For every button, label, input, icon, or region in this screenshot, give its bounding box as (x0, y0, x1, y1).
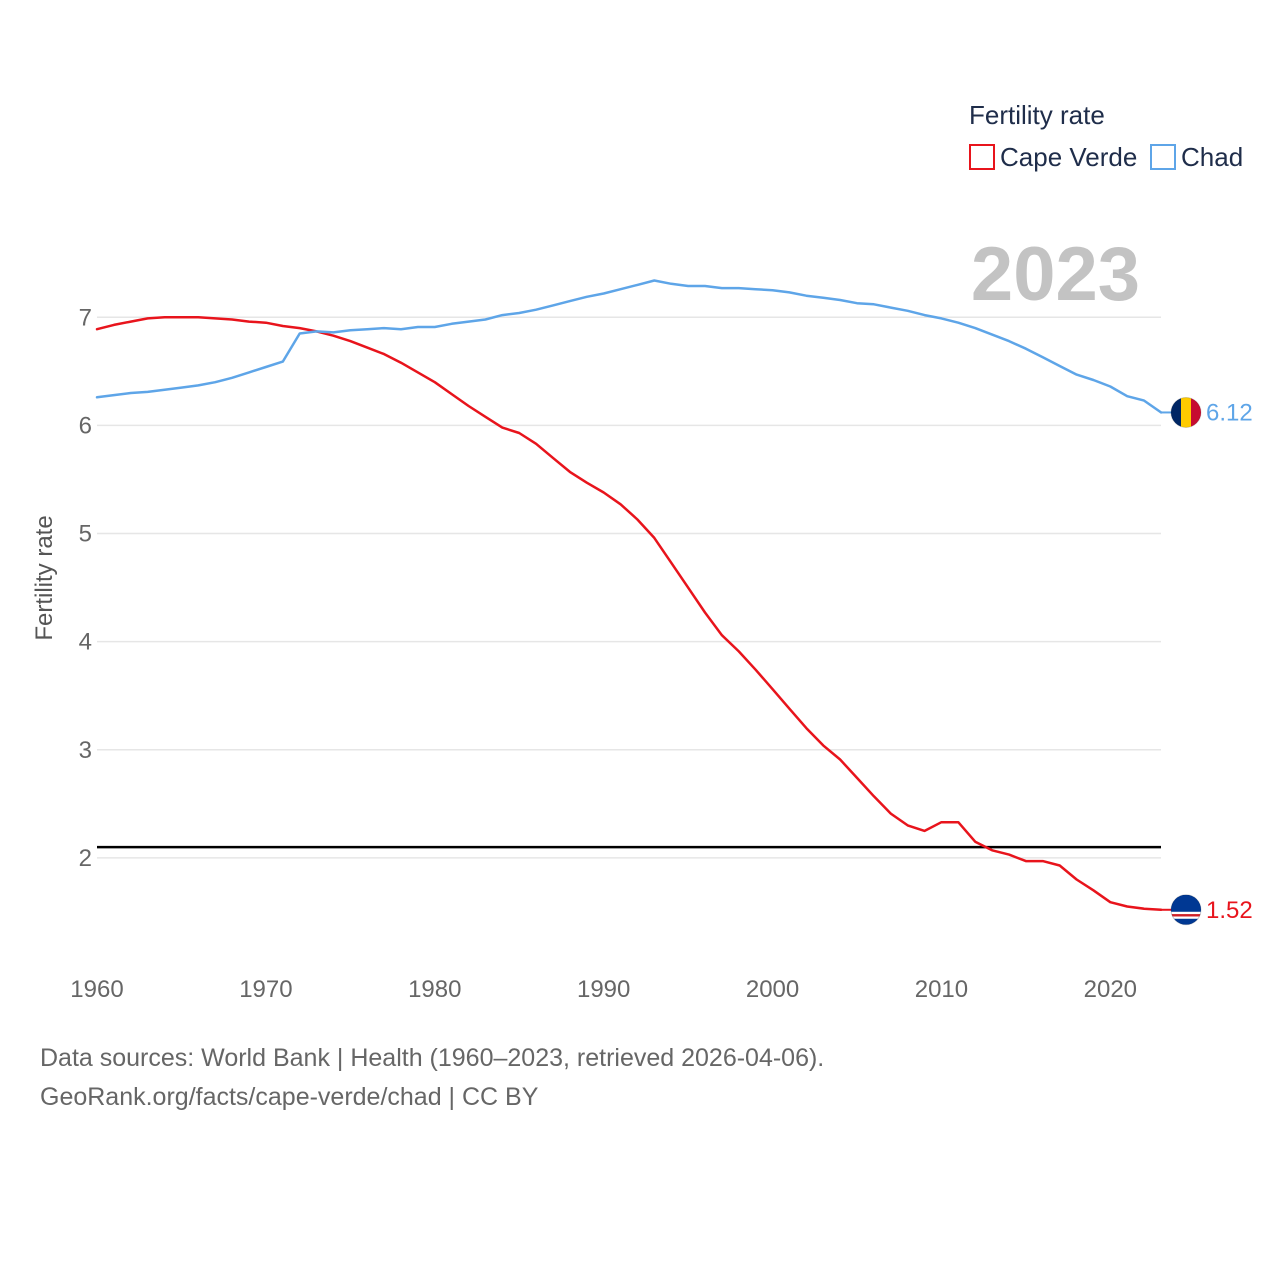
y-tick-6: 6 (79, 412, 92, 439)
legend-label-cape-verde[interactable]: Cape Verde (1000, 142, 1137, 172)
x-tick-1960: 1960 (70, 976, 123, 1003)
x-tick-2020: 2020 (1084, 976, 1137, 1003)
flag-chad-icon (1170, 396, 1202, 428)
y-tick-7: 7 (79, 304, 92, 331)
footer-sources: Data sources: World Bank | Health (1960–… (40, 1044, 825, 1072)
legend: Fertility rate Cape Verde Chad (969, 100, 1243, 172)
y-axis-label: Fertility rate (31, 515, 58, 640)
gridlines (97, 316, 1161, 859)
series-lines (95, 279, 1163, 912)
y-axis-ticks: 2 3 4 5 6 7 (79, 304, 92, 872)
x-axis-ticks: 1960 1970 1980 1990 2000 2010 2020 (70, 976, 1137, 1003)
x-tick-1980: 1980 (408, 976, 461, 1003)
end-label-chad: 6.12 (1206, 399, 1253, 426)
end-label-cape-verde: 1.52 (1206, 897, 1253, 924)
x-tick-2000: 2000 (746, 976, 799, 1003)
y-tick-3: 3 (79, 737, 92, 764)
y-tick-4: 4 (79, 629, 92, 656)
legend-swatch-chad[interactable] (1150, 144, 1176, 170)
x-tick-1990: 1990 (577, 976, 630, 1003)
flag-cape-verde-icon (1170, 894, 1202, 926)
legend-label-chad[interactable]: Chad (1181, 142, 1243, 172)
footer-credit[interactable]: GeoRank.org/facts/cape-verde/chad | CC B… (40, 1083, 539, 1111)
x-tick-1970: 1970 (239, 976, 292, 1003)
series-line-chad[interactable] (95, 279, 1163, 414)
x-tick-2010: 2010 (915, 976, 968, 1003)
legend-swatch-cape-verde[interactable] (969, 144, 995, 170)
year-label: 2023 (971, 232, 1140, 317)
series-line-cape-verde[interactable] (95, 316, 1163, 912)
y-tick-5: 5 (79, 521, 92, 548)
series-end-markers: 1.52 6.12 (1161, 396, 1253, 926)
legend-title: Fertility rate (969, 100, 1105, 130)
y-tick-2: 2 (79, 845, 92, 872)
